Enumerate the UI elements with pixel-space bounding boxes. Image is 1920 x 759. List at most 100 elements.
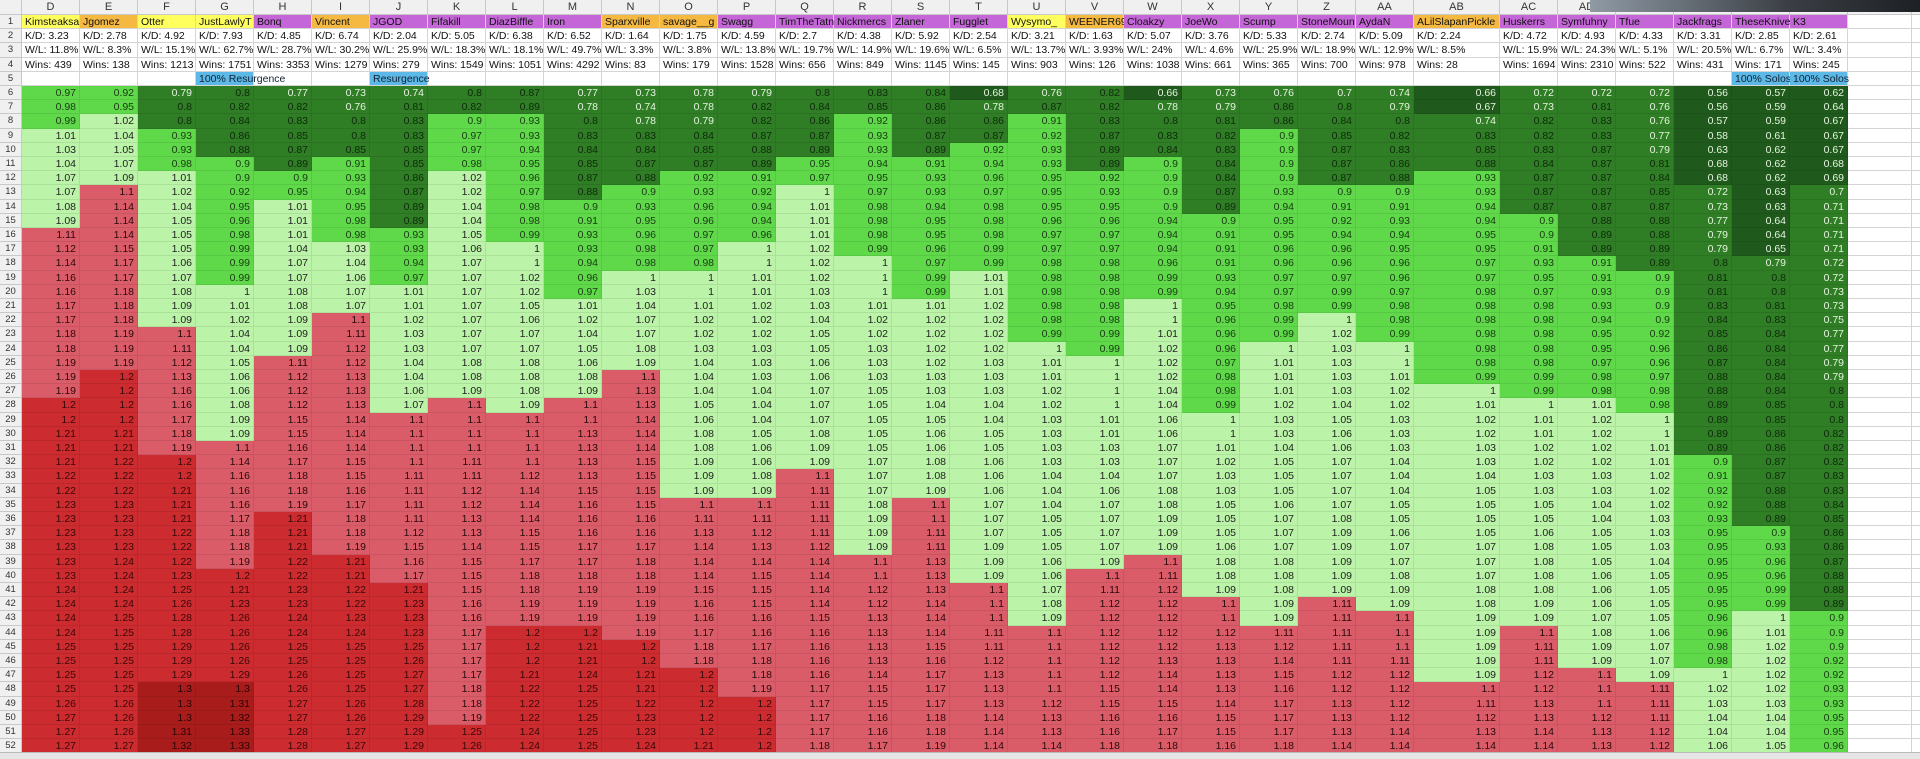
ratio-cell[interactable]: 1.13: [312, 370, 370, 385]
ratio-cell[interactable]: 1.03: [1414, 441, 1500, 456]
ratio-cell[interactable]: 0.94: [370, 256, 428, 271]
ratio-cell[interactable]: 0.83: [1790, 469, 1848, 484]
row-header[interactable]: 26: [0, 370, 22, 385]
ratio-cell[interactable]: 1.13: [544, 426, 602, 441]
ratio-cell[interactable]: 1.09: [544, 384, 602, 399]
ratio-cell[interactable]: 1.13: [428, 512, 486, 527]
ratio-cell[interactable]: 1.08: [1500, 583, 1558, 598]
ratio-cell[interactable]: 1.01: [544, 299, 602, 314]
ratio-cell[interactable]: 1.03: [1500, 469, 1558, 484]
ratio-cell[interactable]: 1.21: [254, 526, 312, 541]
mode-note-cell[interactable]: Resurgence: [370, 71, 430, 86]
ratio-cell[interactable]: 1.08: [486, 370, 544, 385]
ratio-cell[interactable]: 0.79: [1182, 100, 1240, 115]
ratio-cell[interactable]: 1.14: [776, 568, 834, 583]
ratio-cell[interactable]: 1.26: [254, 668, 312, 683]
player-wins-cell[interactable]: Wins: 4292: [544, 57, 602, 72]
ratio-cell[interactable]: 0.9: [1616, 284, 1674, 299]
ratio-cell[interactable]: 0.88: [1732, 497, 1790, 512]
ratio-cell[interactable]: 0.79: [1790, 355, 1848, 370]
ratio-cell[interactable]: 1.19: [254, 497, 312, 512]
ratio-cell[interactable]: 1.13: [1182, 682, 1240, 697]
ratio-cell[interactable]: 1.01: [196, 299, 254, 314]
ratio-cell[interactable]: 0.86: [1732, 441, 1790, 456]
ratio-cell[interactable]: 1.14: [428, 540, 486, 555]
player-wins-cell[interactable]: Wins: 279: [370, 57, 428, 72]
ratio-cell[interactable]: 1.07: [22, 171, 80, 186]
ratio-cell[interactable]: 0.98: [486, 213, 544, 228]
ratio-cell[interactable]: 0.99: [1356, 327, 1414, 342]
ratio-cell[interactable]: 0.92: [1008, 128, 1066, 143]
ratio-cell[interactable]: 1.12: [254, 370, 312, 385]
ratio-cell[interactable]: 1.03: [950, 384, 1008, 399]
ratio-cell[interactable]: 0.96: [1182, 341, 1240, 356]
ratio-cell[interactable]: 0.8: [1790, 384, 1848, 399]
ratio-cell[interactable]: 1.11: [1616, 710, 1674, 725]
ratio-cell[interactable]: 1.25: [22, 654, 80, 669]
ratio-cell[interactable]: 0.91: [1674, 469, 1732, 484]
ratio-cell[interactable]: 1.06: [1240, 497, 1298, 512]
ratio-cell[interactable]: 0.95: [1790, 725, 1848, 740]
ratio-cell[interactable]: 0.96: [1182, 313, 1240, 328]
row-header[interactable]: 34: [0, 483, 22, 498]
ratio-cell[interactable]: 1.01: [138, 171, 196, 186]
ratio-cell[interactable]: 0.87: [1558, 185, 1616, 200]
ratio-cell[interactable]: 1.01: [370, 284, 428, 299]
ratio-cell[interactable]: 1.06: [1558, 583, 1616, 598]
ratio-cell[interactable]: 1.03: [834, 355, 892, 370]
ratio-cell[interactable]: 1.18: [660, 654, 718, 669]
ratio-cell[interactable]: 0.62: [1732, 157, 1790, 172]
ratio-cell[interactable]: 1.28: [138, 625, 196, 640]
ratio-cell[interactable]: 0.99: [1732, 583, 1790, 598]
empty-cell[interactable]: [718, 71, 776, 86]
ratio-cell[interactable]: 1.08: [1182, 554, 1240, 569]
ratio-cell[interactable]: 1.03: [718, 355, 776, 370]
ratio-cell[interactable]: 1.17: [776, 682, 834, 697]
ratio-cell[interactable]: 1.09: [1298, 554, 1356, 569]
ratio-cell[interactable]: 0.75: [1790, 313, 1848, 328]
column-header[interactable]: E: [80, 0, 138, 15]
ratio-cell[interactable]: 0.83: [1356, 142, 1414, 157]
ratio-cell[interactable]: 0.83: [1124, 128, 1182, 143]
empty-cell[interactable]: [1848, 57, 1912, 72]
empty-cell[interactable]: [1848, 696, 1912, 711]
ratio-cell[interactable]: 1.23: [370, 597, 428, 612]
ratio-cell[interactable]: 0.85: [370, 157, 428, 172]
ratio-cell[interactable]: 1.13: [1500, 710, 1558, 725]
ratio-cell[interactable]: 1.1: [428, 398, 486, 413]
row-header[interactable]: 40: [0, 568, 22, 583]
ratio-cell[interactable]: 0.98: [1674, 654, 1732, 669]
empty-cell[interactable]: [1848, 654, 1912, 669]
ratio-cell[interactable]: 1.06: [1356, 526, 1414, 541]
row-header[interactable]: 13: [0, 185, 22, 200]
ratio-cell[interactable]: 1.03: [892, 384, 950, 399]
ratio-cell[interactable]: 0.97: [1298, 270, 1356, 285]
ratio-cell[interactable]: 1.05: [834, 398, 892, 413]
row-header[interactable]: 11: [0, 157, 22, 172]
ratio-cell[interactable]: 0.89: [1066, 142, 1124, 157]
ratio-cell[interactable]: 0.85: [834, 100, 892, 115]
ratio-cell[interactable]: 0.89: [1732, 512, 1790, 527]
ratio-cell[interactable]: 0.99: [196, 256, 254, 271]
ratio-cell[interactable]: 0.8: [138, 114, 196, 129]
ratio-cell[interactable]: 1: [1008, 341, 1066, 356]
ratio-cell[interactable]: 1.02: [950, 341, 1008, 356]
ratio-cell[interactable]: 1.12: [1066, 654, 1124, 669]
ratio-cell[interactable]: 1.21: [312, 554, 370, 569]
ratio-cell[interactable]: 1.01: [1008, 370, 1066, 385]
ratio-cell[interactable]: 0.97: [486, 185, 544, 200]
ratio-cell[interactable]: 0.94: [834, 157, 892, 172]
ratio-cell[interactable]: 1.1: [370, 441, 428, 456]
ratio-cell[interactable]: 1.04: [660, 355, 718, 370]
ratio-cell[interactable]: 0.98: [950, 199, 1008, 214]
row-header[interactable]: 36: [0, 512, 22, 527]
player-kd-cell[interactable]: K/D: 4.59: [718, 29, 776, 44]
ratio-cell[interactable]: 1: [1066, 398, 1124, 413]
ratio-cell[interactable]: 1.23: [22, 568, 80, 583]
ratio-cell[interactable]: 0.88: [544, 185, 602, 200]
player-wins-cell[interactable]: Wins: 1694: [1500, 57, 1558, 72]
empty-cell[interactable]: [892, 71, 950, 86]
ratio-cell[interactable]: 1.15: [892, 639, 950, 654]
ratio-cell[interactable]: 1.01: [1616, 455, 1674, 470]
ratio-cell[interactable]: 0.73: [1674, 199, 1732, 214]
